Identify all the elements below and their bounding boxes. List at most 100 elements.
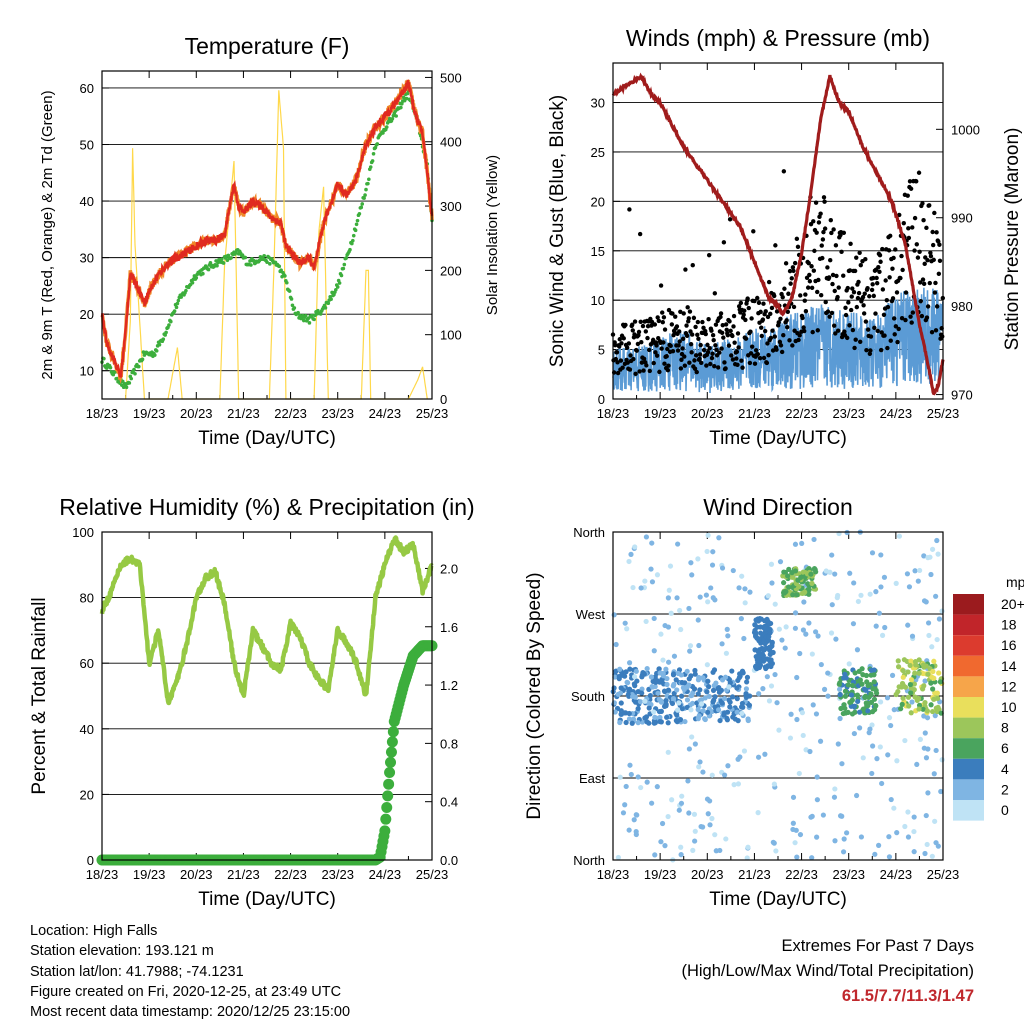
temperature-y2tick-label: 0	[440, 392, 447, 407]
direction-point	[857, 677, 863, 683]
dewpoint-point	[206, 267, 211, 272]
direction-point	[673, 718, 679, 724]
winds-xtick-label: 19/23	[644, 406, 677, 421]
humidity-ytick-label: 20	[80, 787, 94, 802]
direction-point	[758, 630, 764, 636]
gust-point	[769, 305, 775, 311]
direction-point	[794, 592, 800, 598]
dewpoint-point	[154, 349, 159, 353]
gust-point	[723, 322, 729, 327]
gust-point	[656, 318, 662, 324]
direction-point	[765, 618, 771, 625]
direction-point	[904, 571, 911, 577]
gust-point	[821, 229, 826, 235]
direction-point	[753, 663, 759, 669]
gust-point	[862, 291, 867, 296]
gust-point	[928, 250, 933, 255]
dewpoint-point	[323, 306, 328, 310]
dewpoint-point	[348, 247, 352, 252]
direction-point	[618, 700, 624, 706]
direction-point	[879, 632, 886, 638]
legend-label: 6	[1001, 740, 1009, 756]
gust-point	[858, 339, 863, 344]
direction-point	[807, 748, 813, 755]
direction-point	[870, 686, 876, 692]
direction-point	[719, 565, 726, 571]
direction-point	[695, 691, 701, 697]
extremes-line1: Extremes For Past 7 Days	[781, 937, 974, 955]
direction-point	[896, 684, 902, 690]
direction-point	[746, 702, 753, 708]
temperature-xtick-label: 19/23	[133, 406, 166, 421]
gust-point	[803, 309, 809, 314]
winds-ytick-label: 10	[591, 293, 605, 308]
gust-point	[755, 295, 760, 301]
direction-point	[635, 689, 641, 695]
humidity-xtick-label: 22/23	[274, 867, 307, 882]
direction-point	[695, 706, 701, 713]
humidity-ytick-label: 100	[72, 525, 94, 540]
gust-point	[680, 336, 686, 342]
direction-point	[739, 710, 745, 716]
dewpoint-point	[132, 367, 136, 372]
gust-point	[662, 327, 668, 332]
direction-point	[705, 532, 711, 538]
direction-point	[697, 687, 703, 693]
precip-series	[96, 640, 438, 866]
direction-point	[932, 713, 938, 719]
temperature-xtick-label: 24/23	[369, 406, 402, 421]
gust-point	[614, 350, 620, 355]
direction-point	[894, 758, 900, 764]
direction-point	[853, 792, 860, 799]
gust-point	[912, 248, 917, 253]
direction-point	[666, 587, 672, 593]
gust-point	[830, 281, 835, 287]
direction-point	[809, 580, 815, 586]
direction-point	[626, 710, 632, 717]
direction-point	[679, 679, 685, 686]
gust-point	[623, 322, 628, 328]
humidity-xtick-label: 24/23	[369, 867, 402, 882]
direction-point	[738, 616, 744, 622]
gust-point	[765, 341, 770, 346]
direction-point	[665, 749, 671, 755]
direction-point	[710, 549, 716, 555]
direction-point	[911, 687, 917, 693]
direction-point	[873, 623, 879, 629]
gust-point	[822, 226, 828, 231]
direction-point	[622, 710, 628, 716]
direction-point	[745, 844, 751, 850]
gust-point	[647, 368, 652, 374]
direction-point	[908, 690, 914, 696]
direction-point	[734, 709, 740, 715]
gust-point	[686, 316, 692, 321]
gust-point	[778, 316, 783, 322]
direction-point	[712, 704, 718, 710]
direction-point	[766, 634, 772, 640]
direction-point	[753, 632, 759, 638]
dewpoint-point	[167, 323, 171, 327]
legend-swatch	[953, 697, 984, 718]
winds-xtick-label: 24/23	[880, 406, 913, 421]
direction-point	[642, 698, 648, 704]
winds-ytick-label: 20	[591, 194, 605, 209]
direction-point	[760, 686, 766, 692]
direction-point	[922, 730, 928, 736]
winds-xtick-label: 18/23	[597, 406, 630, 421]
direction-point	[631, 817, 637, 823]
winds-y2label: Station Pressure (Maroon)	[1002, 128, 1023, 351]
gust-point	[680, 346, 685, 351]
gust-point	[682, 354, 687, 359]
direction-point	[787, 735, 794, 741]
direction-point	[921, 598, 928, 604]
direction-point	[635, 774, 641, 780]
extremes-block: Extremes For Past 7 Days (High/Low/Max W…	[681, 934, 974, 1009]
direction-point	[722, 674, 729, 680]
humidity-ytick-label: 60	[80, 656, 94, 671]
gust-point	[682, 363, 688, 368]
direction-point	[722, 772, 728, 778]
gust-point	[796, 337, 801, 343]
direction-point	[912, 568, 918, 574]
temperature-ylabel: 2m & 9m T (Red, Orange) & 2m Td (Green)	[39, 90, 56, 379]
direction-point	[696, 764, 702, 770]
